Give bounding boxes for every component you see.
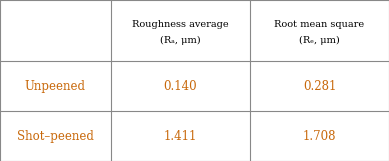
- Text: 0.281: 0.281: [303, 80, 336, 93]
- Text: Roughness average: Roughness average: [132, 20, 229, 29]
- Text: Root mean square: Root mean square: [274, 20, 364, 29]
- Text: (Rₐ, μm): (Rₐ, μm): [160, 36, 201, 45]
- Text: 1.411: 1.411: [164, 130, 197, 142]
- Text: Shot–peened: Shot–peened: [17, 130, 94, 142]
- Text: 0.140: 0.140: [164, 80, 197, 93]
- Text: 1.708: 1.708: [303, 130, 336, 142]
- Text: (Rₑ, μm): (Rₑ, μm): [299, 36, 340, 45]
- Text: Unpeened: Unpeened: [25, 80, 86, 93]
